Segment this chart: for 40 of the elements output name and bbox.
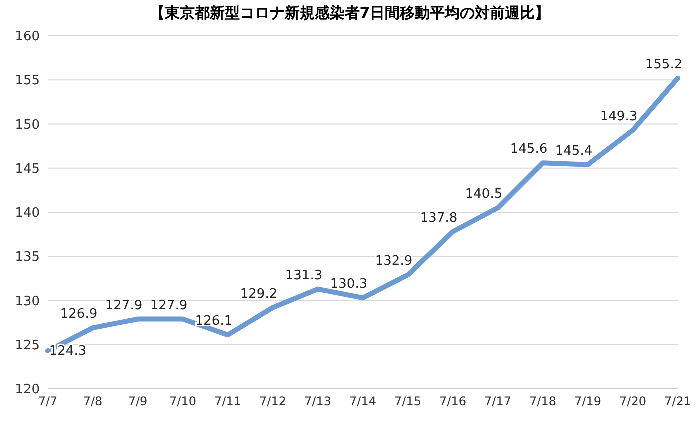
x-tick-label: 7/11 — [214, 394, 242, 409]
x-tick-label: 7/21 — [664, 394, 692, 409]
data-label: 137.8 — [420, 210, 458, 226]
data-label: 131.3 — [285, 268, 323, 284]
x-tick-label: 7/13 — [304, 394, 332, 409]
data-label: 132.9 — [375, 254, 413, 270]
x-tick-label: 7/20 — [620, 394, 646, 409]
x-tick-label: 7/9 — [128, 394, 148, 409]
y-tick-label: 155 — [15, 74, 40, 89]
x-tick-label: 7/17 — [484, 394, 512, 409]
y-tick-label: 140 — [15, 206, 40, 222]
x-tick-label: 7/16 — [440, 394, 466, 409]
data-label: 126.1 — [195, 314, 233, 330]
x-tick-label: 7/10 — [170, 394, 196, 409]
y-tick-label: 150 — [15, 118, 40, 133]
data-label: 127.9 — [150, 298, 188, 314]
data-label: 149.3 — [600, 109, 638, 124]
x-tick-label: 7/7 — [38, 394, 58, 409]
data-label: 145.6 — [510, 142, 548, 158]
x-tick-label: 7/18 — [530, 394, 556, 409]
x-tick-label: 7/8 — [83, 394, 103, 409]
data-label: 140.5 — [465, 187, 503, 202]
y-tick-label: 120 — [15, 382, 40, 398]
x-tick-label: 7/15 — [394, 394, 422, 409]
data-label: 127.9 — [105, 298, 143, 314]
data-label: 145.4 — [555, 144, 593, 159]
y-tick-label: 145 — [15, 162, 40, 177]
chart-title: 【東京都新型コロナ新規感染者7日間移動平均の対前週比】 — [148, 4, 552, 23]
y-tick-label: 130 — [15, 294, 40, 310]
data-label: 130.3 — [330, 277, 368, 292]
x-tick-label: 7/19 — [574, 394, 602, 409]
y-tick-label: 160 — [15, 30, 40, 45]
data-label: 155.2 — [645, 57, 683, 72]
x-tick-label: 7/12 — [260, 394, 286, 409]
data-label: 129.2 — [240, 286, 278, 302]
x-tick-label: 7/14 — [350, 394, 376, 409]
data-label: 124.3 — [49, 344, 87, 360]
data-label: 126.9 — [60, 307, 98, 322]
y-tick-label: 135 — [15, 250, 40, 266]
y-tick-label: 125 — [15, 338, 40, 354]
